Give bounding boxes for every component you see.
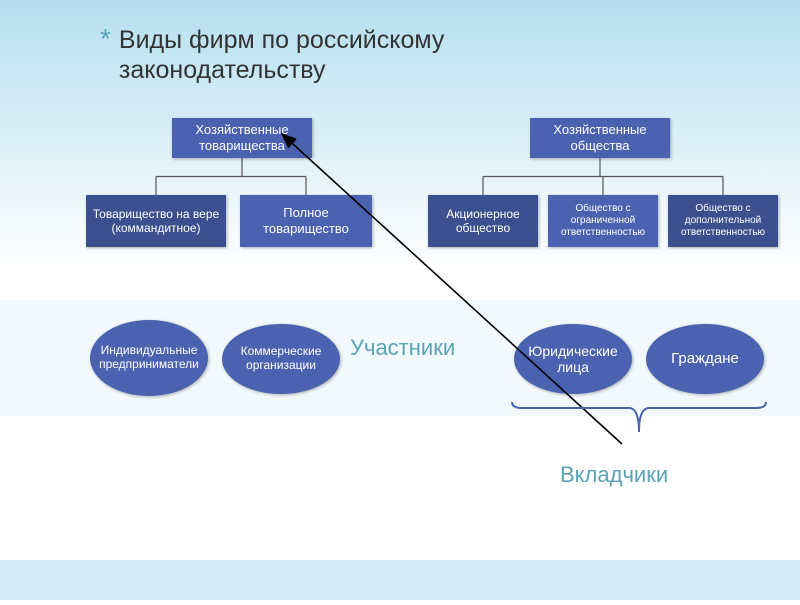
label-participants: Участники bbox=[350, 335, 455, 361]
ellipse-3: Граждане bbox=[646, 324, 764, 394]
label-depositors: Вкладчики bbox=[560, 462, 668, 488]
title-text: Виды фирм по российскому законодательств… bbox=[119, 25, 569, 85]
title-asterisk: * bbox=[100, 25, 111, 53]
ellipse-1: Коммерческие организации bbox=[222, 324, 340, 394]
ellipse-2: Юридические лица bbox=[514, 324, 632, 394]
box-left-child-1: Полное товарищество bbox=[240, 195, 372, 247]
box-right-child-1: Общество с ограниченной ответственностью bbox=[548, 195, 658, 247]
box-root-left: Хозяйственные товарищества bbox=[172, 118, 312, 158]
box-right-child-2: Общество с дополнительной ответственност… bbox=[668, 195, 778, 247]
ellipse-0: Индивидуальные предприниматели bbox=[90, 320, 208, 396]
box-right-child-0: Акционерное общество bbox=[428, 195, 538, 247]
box-root-right: Хозяйственные общества bbox=[530, 118, 670, 158]
page-title: * Виды фирм по российскому законодательс… bbox=[100, 25, 569, 85]
box-left-child-0: Товарищество на вере (коммандитное) bbox=[86, 195, 226, 247]
